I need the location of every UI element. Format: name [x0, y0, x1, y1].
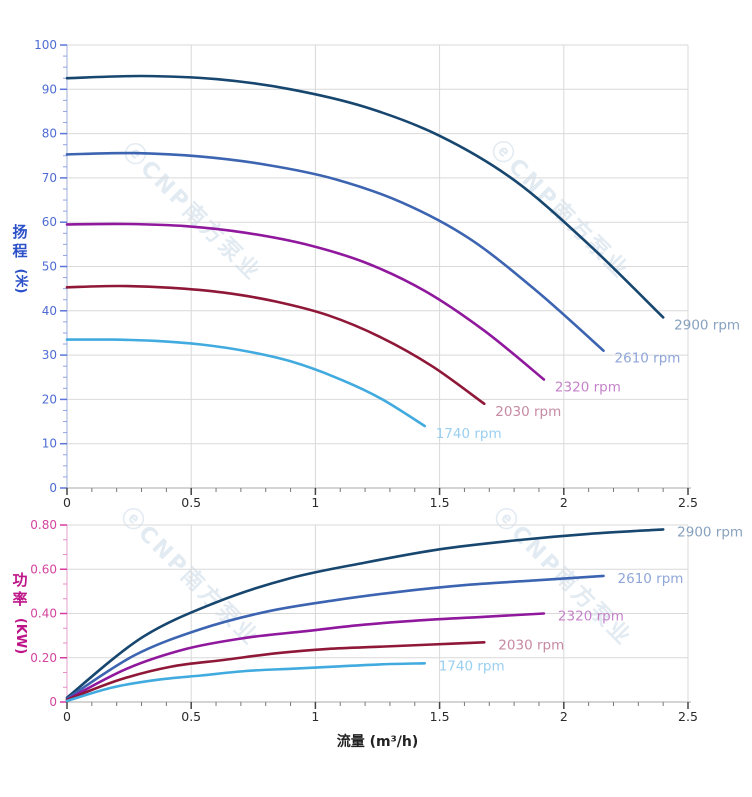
power-curve-2030: [65, 641, 486, 702]
head-axis-unit-text: (米): [13, 268, 29, 294]
power-curve-2610: [65, 574, 605, 700]
y-tick-label: 10: [42, 437, 57, 451]
rpm-label-1740: 1740 rpm: [436, 426, 502, 442]
y-tick-label: 0.20: [30, 651, 57, 665]
x-tick-label: 2: [560, 495, 568, 510]
head-curve-2900: [65, 74, 665, 319]
head-curve-2610: [65, 151, 605, 352]
rpm-label-2030: 2030 rpm: [498, 637, 564, 653]
y-tick-label: 50: [42, 260, 57, 274]
y-tick-label: 40: [42, 304, 57, 318]
y-tick-label: 0.60: [30, 562, 57, 576]
head-curve-1740: [65, 338, 426, 428]
x-tick-label: 0.5: [181, 495, 201, 510]
power-axis-title-char-2: 率: [12, 589, 28, 608]
power-curve-2320: [65, 612, 546, 702]
head-axis-unit: (米): [12, 261, 28, 301]
y-tick-label: 80: [42, 127, 57, 141]
x-tick-label: 0: [63, 709, 71, 724]
y-tick-label: 20: [42, 392, 57, 406]
y-tick-label: 70: [42, 171, 57, 185]
chart-power_vs_flow: 0 0.20 0.40 0.60 0.80 0 0.5 1 1.5 2 2.5 2900 rpm 261…: [30, 518, 743, 724]
power-curve-2900: [65, 528, 665, 699]
y-tick-label: 0: [49, 481, 57, 495]
rpm-label-2900: 2900 rpm: [674, 317, 740, 333]
y-tick-label: 0.80: [30, 518, 57, 532]
x-tick-label: 0.5: [181, 709, 201, 724]
chart-head_vs_flow: 0 10 20 30 40 50 60 70 80 90 100 0 0.5 1 1.5 2 2.5 2900 r…: [34, 38, 740, 510]
head-axis-title-char-2: 程: [12, 241, 28, 260]
power-axis-unit-text: (KW): [13, 617, 29, 655]
y-tick-label: 90: [42, 82, 57, 96]
y-tick-label: 0.40: [30, 607, 57, 621]
x-tick-label: 2: [560, 709, 568, 724]
y-tick-label: 30: [42, 348, 57, 362]
rpm-label-2610: 2610 rpm: [618, 571, 684, 587]
head-curve-2320: [65, 222, 546, 381]
rpm-label-2320: 2320 rpm: [558, 609, 624, 625]
x-tick-label: 0: [63, 495, 71, 510]
x-tick-label: 1.5: [430, 709, 450, 724]
power-axis-title: 功 率 (KW): [6, 572, 34, 663]
y-tick-label: 0: [49, 695, 57, 709]
x-tick-label: 2.5: [678, 709, 698, 724]
x-tick-label: 1.5: [430, 495, 450, 510]
x-tick-label: 2.5: [678, 495, 698, 510]
y-tick-label: 100: [34, 38, 57, 52]
rpm-label-2030: 2030 rpm: [495, 404, 561, 420]
x-tick-label: 1: [311, 709, 319, 724]
rpm-label-2610: 2610 rpm: [615, 351, 681, 367]
head-axis-title-char-1: 扬: [12, 223, 28, 241]
head-axis-title: 扬 程 (米): [6, 224, 34, 301]
power-axis-title-char-1: 功: [12, 571, 28, 589]
rpm-label-2320: 2320 rpm: [555, 379, 621, 395]
flow-axis-title: 流量 (m³/h): [336, 734, 419, 750]
watermark-2: ⓔCNP南方泵业: [485, 136, 634, 285]
power-curve-1740: [65, 662, 426, 703]
watermark-1: ⓔCNP南方泵业: [117, 138, 266, 287]
rpm-label-2900: 2900 rpm: [677, 524, 743, 540]
head-curve-2030: [65, 284, 486, 406]
rpm-label-1740: 1740 rpm: [439, 658, 505, 674]
power-axis-unit: (KW): [12, 609, 28, 663]
x-tick-label: 1: [311, 495, 319, 510]
y-tick-label: 60: [42, 215, 57, 229]
